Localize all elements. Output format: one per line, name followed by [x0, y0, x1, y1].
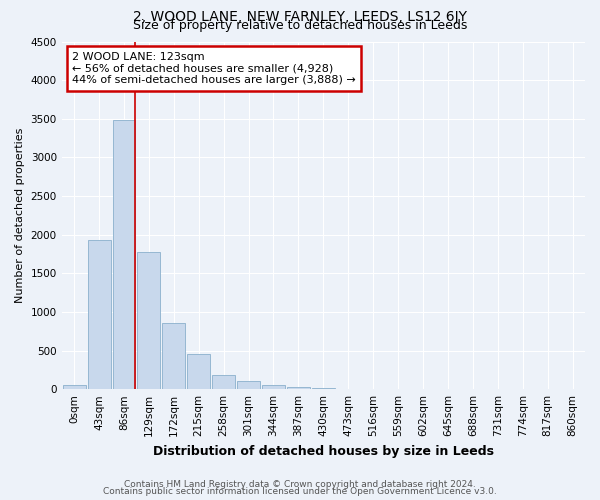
Bar [187, 354, 210, 389]
Bar [62, 386, 86, 389]
Bar [88, 240, 110, 389]
Bar [163, 322, 185, 389]
Y-axis label: Number of detached properties: Number of detached properties [15, 128, 25, 303]
Text: Contains public sector information licensed under the Open Government Licence v3: Contains public sector information licen… [103, 487, 497, 496]
Bar [262, 384, 285, 389]
Text: Size of property relative to detached houses in Leeds: Size of property relative to detached ho… [133, 18, 467, 32]
Bar [237, 382, 260, 389]
Bar [212, 376, 235, 389]
Text: Contains HM Land Registry data © Crown copyright and database right 2024.: Contains HM Land Registry data © Crown c… [124, 480, 476, 489]
Bar [287, 387, 310, 389]
X-axis label: Distribution of detached houses by size in Leeds: Distribution of detached houses by size … [153, 444, 494, 458]
Text: 2, WOOD LANE, NEW FARNLEY, LEEDS, LS12 6JY: 2, WOOD LANE, NEW FARNLEY, LEEDS, LS12 6… [133, 10, 467, 24]
Bar [312, 388, 335, 389]
Text: 2 WOOD LANE: 123sqm
← 56% of detached houses are smaller (4,928)
44% of semi-det: 2 WOOD LANE: 123sqm ← 56% of detached ho… [72, 52, 356, 85]
Bar [137, 252, 160, 389]
Bar [113, 120, 136, 389]
